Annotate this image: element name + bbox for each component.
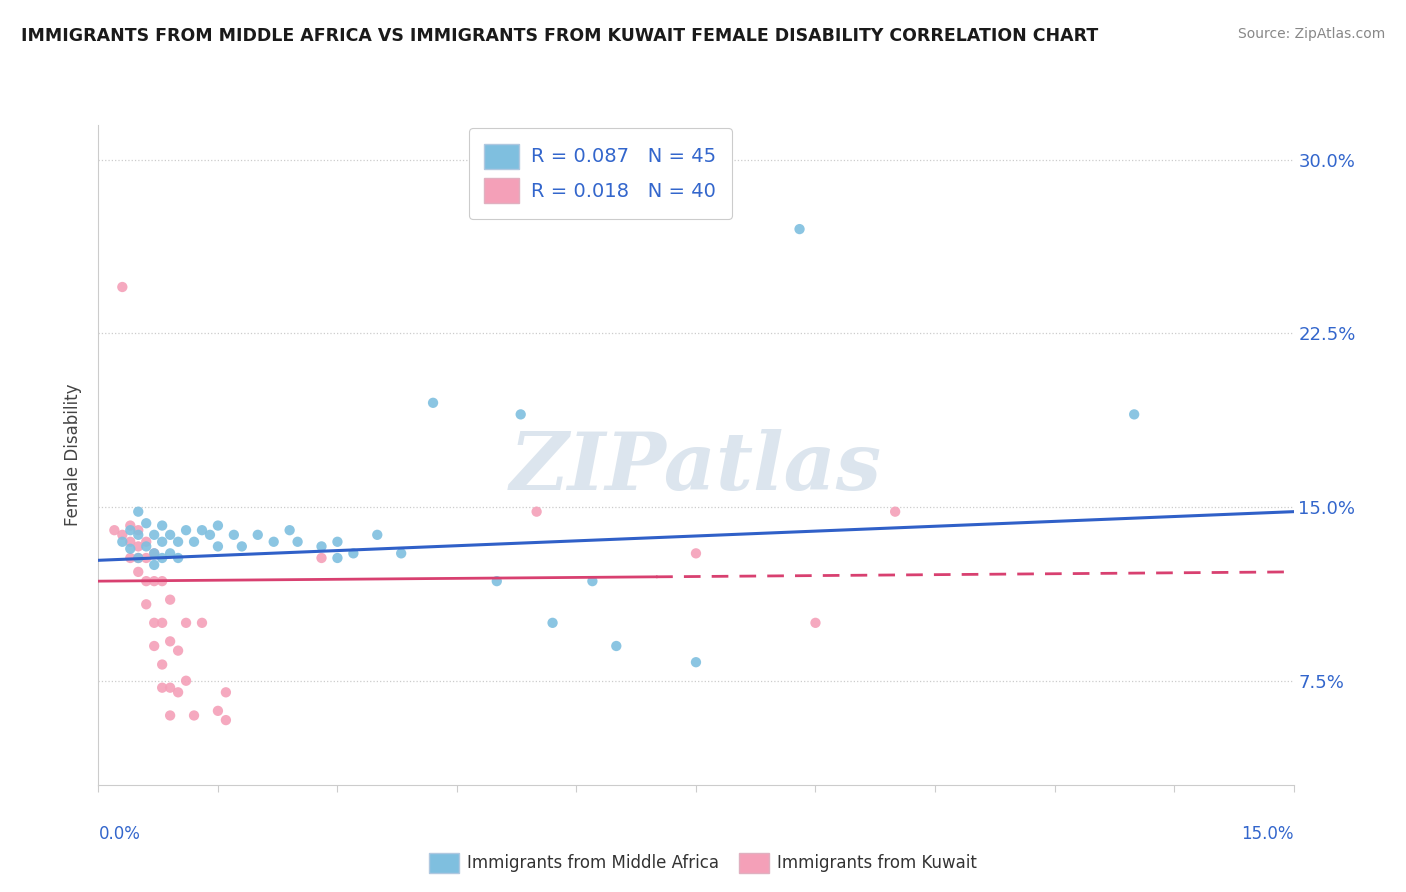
Text: 15.0%: 15.0% <box>1241 825 1294 843</box>
Point <box>159 634 181 648</box>
Point <box>605 639 627 653</box>
Point <box>342 546 364 560</box>
Point <box>422 396 444 410</box>
Point <box>143 558 166 572</box>
Point <box>143 574 166 589</box>
Text: IMMIGRANTS FROM MIDDLE AFRICA VS IMMIGRANTS FROM KUWAIT FEMALE DISABILITY CORREL: IMMIGRANTS FROM MIDDLE AFRICA VS IMMIGRA… <box>21 27 1098 45</box>
Point <box>120 523 142 537</box>
Point <box>150 657 173 672</box>
Point <box>159 708 181 723</box>
Point <box>143 528 166 542</box>
Point <box>127 540 149 554</box>
Point <box>120 518 142 533</box>
Point <box>127 523 149 537</box>
Point <box>526 505 548 519</box>
Point <box>111 280 134 294</box>
Point <box>143 615 166 630</box>
Point <box>127 551 149 566</box>
Point <box>183 708 205 723</box>
Text: Source: ZipAtlas.com: Source: ZipAtlas.com <box>1237 27 1385 41</box>
Point <box>311 551 333 566</box>
Point <box>278 523 301 537</box>
Point <box>150 615 173 630</box>
Point <box>111 534 134 549</box>
Legend: Immigrants from Middle Africa, Immigrants from Kuwait: Immigrants from Middle Africa, Immigrant… <box>422 847 984 880</box>
Point <box>183 534 205 549</box>
Point <box>207 540 229 554</box>
Point <box>159 592 181 607</box>
Point <box>135 516 157 531</box>
Point <box>326 534 349 549</box>
Point <box>231 540 253 554</box>
Point <box>143 546 166 560</box>
Point <box>120 551 142 566</box>
Point <box>1123 408 1146 422</box>
Point <box>150 681 173 695</box>
Point <box>135 540 157 554</box>
Point <box>150 551 173 566</box>
Point <box>789 222 811 236</box>
Point <box>541 615 564 630</box>
Point <box>135 534 157 549</box>
Point <box>143 639 166 653</box>
Point <box>685 655 707 669</box>
Point <box>111 528 134 542</box>
Point <box>167 685 190 699</box>
Point <box>207 704 229 718</box>
Point <box>103 523 125 537</box>
Text: ZIPatlas: ZIPatlas <box>510 429 882 507</box>
Point <box>366 528 388 542</box>
Point <box>135 551 157 566</box>
Point <box>246 528 269 542</box>
Point <box>311 540 333 554</box>
Point <box>159 546 181 560</box>
Point <box>509 408 531 422</box>
Y-axis label: Female Disability: Female Disability <box>65 384 83 526</box>
Point <box>127 565 149 579</box>
Point <box>135 574 157 589</box>
Point <box>120 534 142 549</box>
Point <box>150 518 173 533</box>
Point <box>127 505 149 519</box>
Point <box>389 546 412 560</box>
Point <box>191 615 214 630</box>
Point <box>159 681 181 695</box>
Point <box>804 615 827 630</box>
Point <box>135 597 157 611</box>
Point <box>174 615 197 630</box>
Point <box>167 534 190 549</box>
Point <box>150 574 173 589</box>
Point <box>581 574 603 589</box>
Point <box>326 551 349 566</box>
Point <box>127 551 149 566</box>
Point <box>198 528 221 542</box>
Point <box>207 518 229 533</box>
Point <box>120 541 142 556</box>
Point <box>287 534 309 549</box>
Point <box>159 528 181 542</box>
Point <box>263 534 285 549</box>
Point <box>167 551 190 566</box>
Point <box>127 528 149 542</box>
Point <box>222 528 245 542</box>
Point <box>174 523 197 537</box>
Point <box>685 546 707 560</box>
Point <box>150 534 173 549</box>
Point <box>174 673 197 688</box>
Point <box>215 713 238 727</box>
Point <box>191 523 214 537</box>
Point <box>167 643 190 657</box>
Point <box>215 685 238 699</box>
Point <box>143 546 166 560</box>
Legend: R = 0.087   N = 45, R = 0.018   N = 40: R = 0.087 N = 45, R = 0.018 N = 40 <box>470 128 731 219</box>
Text: 0.0%: 0.0% <box>98 825 141 843</box>
Point <box>884 505 907 519</box>
Point <box>485 574 508 589</box>
